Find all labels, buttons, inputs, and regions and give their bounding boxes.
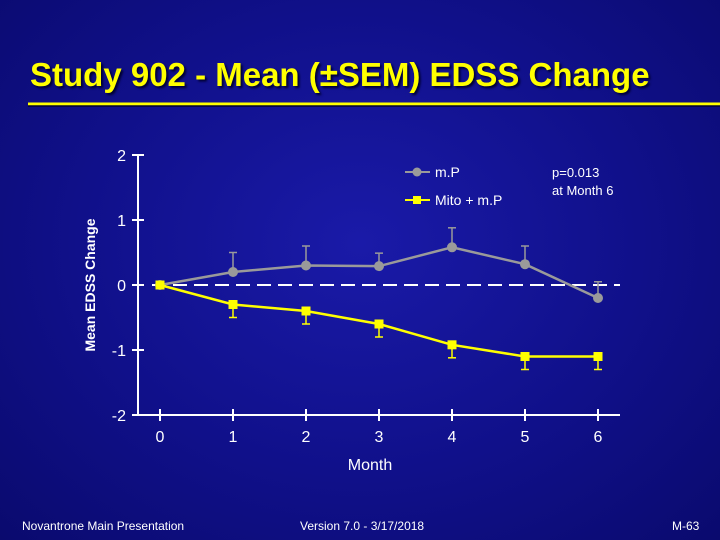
- x-tick-label: 5: [521, 429, 530, 446]
- x-tick-label: 2: [302, 429, 311, 446]
- footer-presentation-name: Novantrone Main Presentation: [22, 519, 185, 533]
- data-point-mito: [447, 340, 457, 350]
- footer-slide-number: M-63: [672, 519, 700, 533]
- legend: m.P Mito + m.P: [405, 164, 502, 208]
- x-axis-label: Month: [348, 457, 392, 474]
- series-layer: [155, 227, 603, 371]
- x-ticks: 0 1 2 3 4 5 6: [156, 409, 603, 446]
- y-tick-label: 1: [117, 213, 126, 230]
- data-point-mito: [374, 319, 384, 329]
- p-value-annotation-line2: at Month 6: [552, 183, 613, 198]
- series-mp: [155, 227, 603, 303]
- legend-marker-mp: [412, 167, 422, 177]
- legend-label-mito: Mito + m.P: [435, 192, 502, 208]
- x-tick-label: 6: [594, 429, 603, 446]
- data-point-mito: [301, 306, 311, 316]
- data-point-mp: [228, 267, 238, 277]
- x-tick-label: 4: [448, 429, 457, 446]
- data-point-mp: [374, 261, 384, 272]
- x-tick-label: 1: [229, 429, 238, 446]
- legend-marker-mito: [413, 196, 421, 204]
- data-point-mito: [155, 280, 165, 290]
- y-ticks: 2 1 0 -1 -2: [112, 148, 144, 425]
- data-point-mp: [447, 242, 457, 253]
- data-point-mito: [228, 300, 238, 309]
- y-tick-label: 2: [117, 148, 126, 165]
- series-mito: [155, 280, 603, 371]
- y-tick-label: -1: [112, 343, 126, 360]
- data-point-mp: [301, 260, 311, 271]
- y-axis-label: Mean EDSS Change: [82, 218, 98, 351]
- x-tick-label: 3: [375, 429, 384, 446]
- p-value-annotation: p=0.013: [552, 165, 599, 180]
- legend-label-mp: m.P: [435, 164, 460, 180]
- footer-version: Version 7.0 - 3/17/2018: [300, 519, 425, 533]
- slide-title: Study 902 - Mean (±SEM) EDSS Change: [30, 56, 650, 93]
- x-tick-label: 0: [156, 429, 165, 446]
- data-point-mp: [593, 293, 603, 303]
- data-point-mito: [593, 352, 603, 361]
- data-point-mito: [520, 352, 530, 361]
- y-tick-label: 0: [117, 278, 126, 295]
- y-tick-label: -2: [112, 408, 126, 425]
- data-point-mp: [520, 259, 530, 270]
